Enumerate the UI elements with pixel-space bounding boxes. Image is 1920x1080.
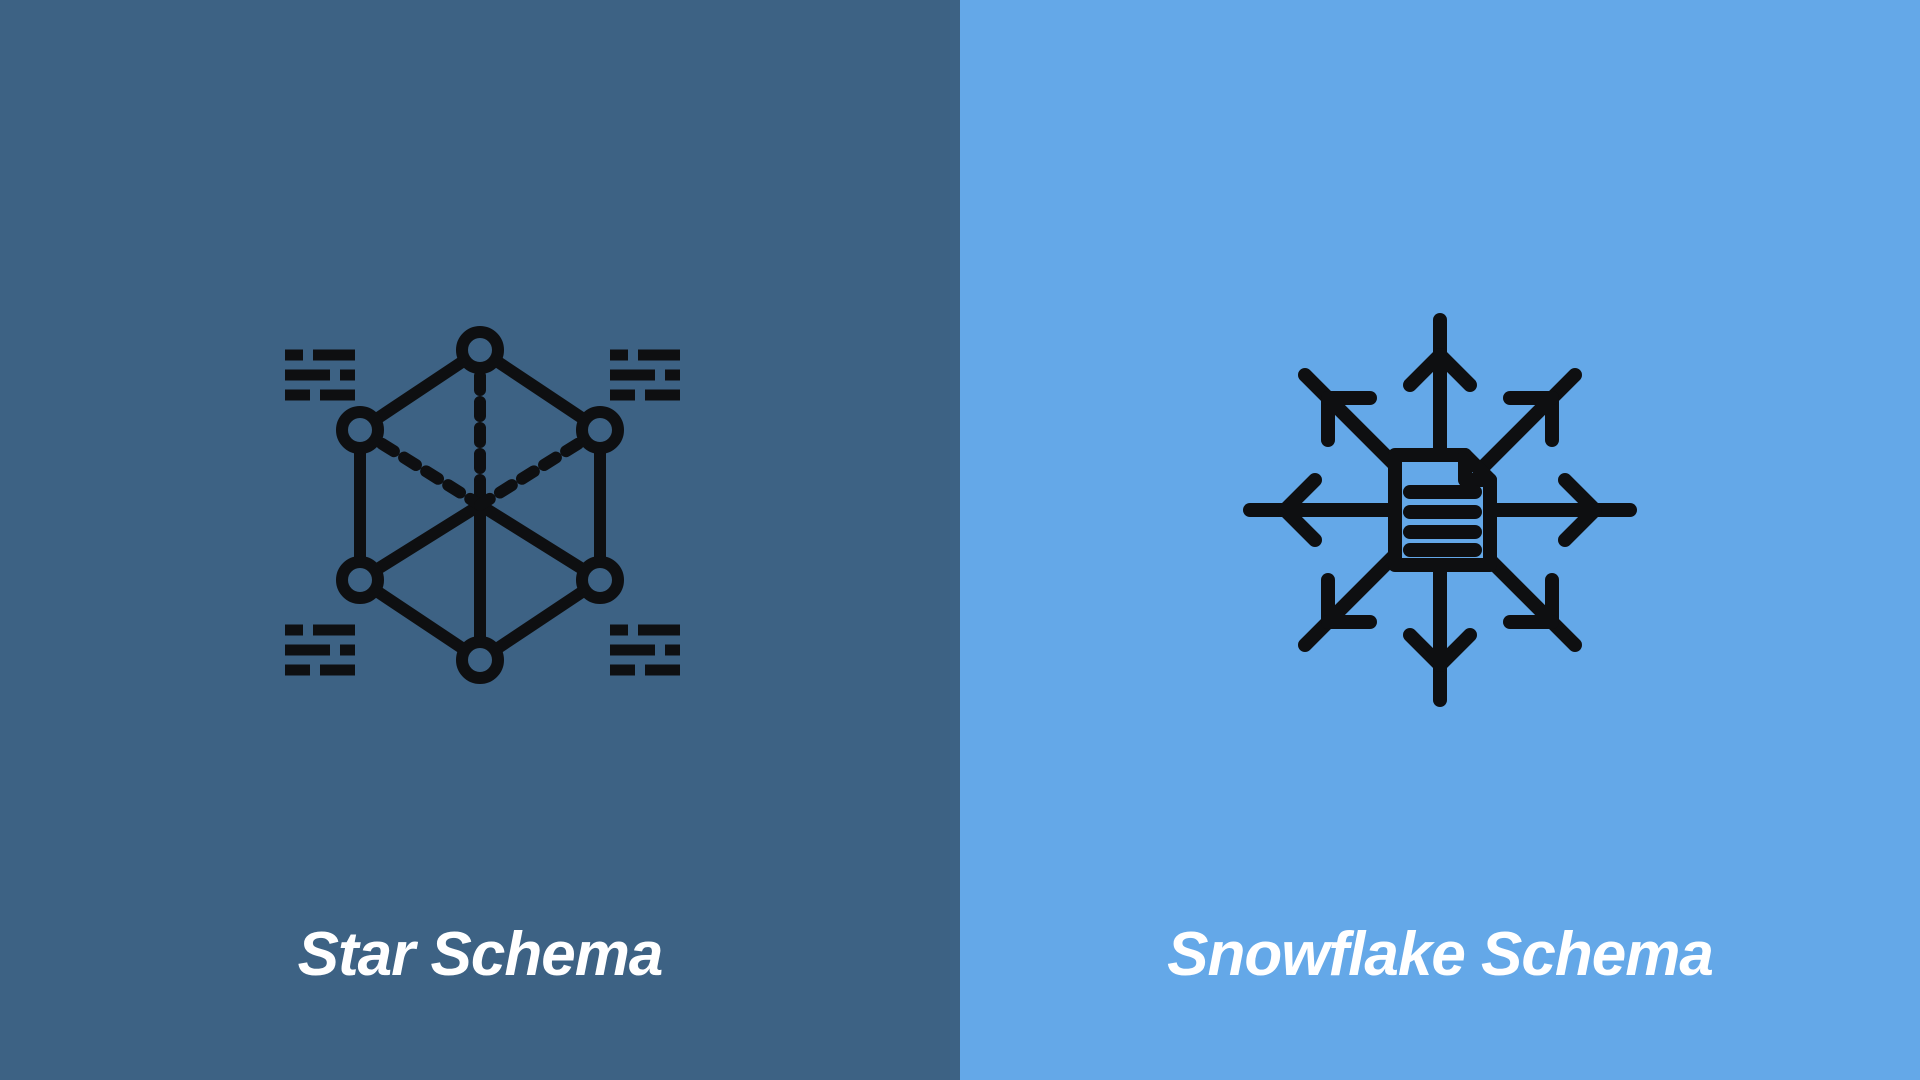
cube-network-icon [230, 260, 730, 760]
right-label: Snowflake Schema [1167, 919, 1713, 990]
snowflake-schema-icon-container [1190, 260, 1690, 760]
left-label: Star Schema [298, 919, 663, 990]
right-panel: Snowflake Schema [960, 0, 1920, 1080]
left-panel: Star Schema [0, 0, 960, 1080]
star-schema-icon-container [230, 260, 730, 760]
snowflake-document-icon [1190, 260, 1690, 760]
